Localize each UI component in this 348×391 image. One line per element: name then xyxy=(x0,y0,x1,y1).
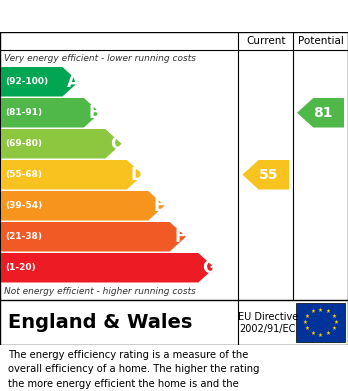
Text: ★: ★ xyxy=(318,332,323,337)
Text: 2002/91/EC: 2002/91/EC xyxy=(239,324,296,334)
Text: ★: ★ xyxy=(310,331,315,336)
Text: Not energy efficient - higher running costs: Not energy efficient - higher running co… xyxy=(4,287,196,296)
Text: (55-68): (55-68) xyxy=(5,170,42,179)
Text: E: E xyxy=(153,197,165,215)
Text: ★: ★ xyxy=(304,326,309,331)
Text: (69-80): (69-80) xyxy=(5,139,42,148)
Text: ★: ★ xyxy=(304,314,309,319)
Text: Current: Current xyxy=(246,36,285,46)
Text: B: B xyxy=(88,104,101,122)
Text: (1-20): (1-20) xyxy=(5,263,35,272)
Text: Very energy efficient - lower running costs: Very energy efficient - lower running co… xyxy=(4,54,196,63)
Text: ★: ★ xyxy=(310,309,315,314)
Polygon shape xyxy=(1,222,186,251)
Polygon shape xyxy=(1,129,121,158)
Polygon shape xyxy=(1,160,143,190)
Text: ★: ★ xyxy=(318,307,323,312)
Polygon shape xyxy=(1,191,165,221)
Text: D: D xyxy=(130,166,144,184)
Text: ★: ★ xyxy=(326,331,331,336)
Text: EU Directive: EU Directive xyxy=(238,312,298,322)
Polygon shape xyxy=(1,253,214,283)
Text: F: F xyxy=(175,228,186,246)
Text: 55: 55 xyxy=(258,168,278,182)
Text: ★: ★ xyxy=(332,314,337,319)
Polygon shape xyxy=(242,160,289,190)
Text: ★: ★ xyxy=(332,326,337,331)
Text: ★: ★ xyxy=(302,320,307,325)
Polygon shape xyxy=(1,67,79,97)
Polygon shape xyxy=(297,98,344,127)
Text: ★: ★ xyxy=(326,309,331,314)
Text: ★: ★ xyxy=(334,320,339,325)
Text: C: C xyxy=(110,135,122,153)
Text: Potential: Potential xyxy=(298,36,343,46)
Text: (39-54): (39-54) xyxy=(5,201,42,210)
Text: A: A xyxy=(66,73,79,91)
Text: Energy Efficiency Rating: Energy Efficiency Rating xyxy=(9,9,230,23)
Text: England & Wales: England & Wales xyxy=(8,313,192,332)
Bar xyxy=(296,303,345,342)
Text: G: G xyxy=(202,259,216,277)
Text: The energy efficiency rating is a measure of the
overall efficiency of a home. T: The energy efficiency rating is a measur… xyxy=(8,350,260,391)
Text: 81: 81 xyxy=(313,106,333,120)
Text: (92-100): (92-100) xyxy=(5,77,48,86)
Text: (81-91): (81-91) xyxy=(5,108,42,117)
Text: (21-38): (21-38) xyxy=(5,232,42,241)
Polygon shape xyxy=(1,98,100,127)
